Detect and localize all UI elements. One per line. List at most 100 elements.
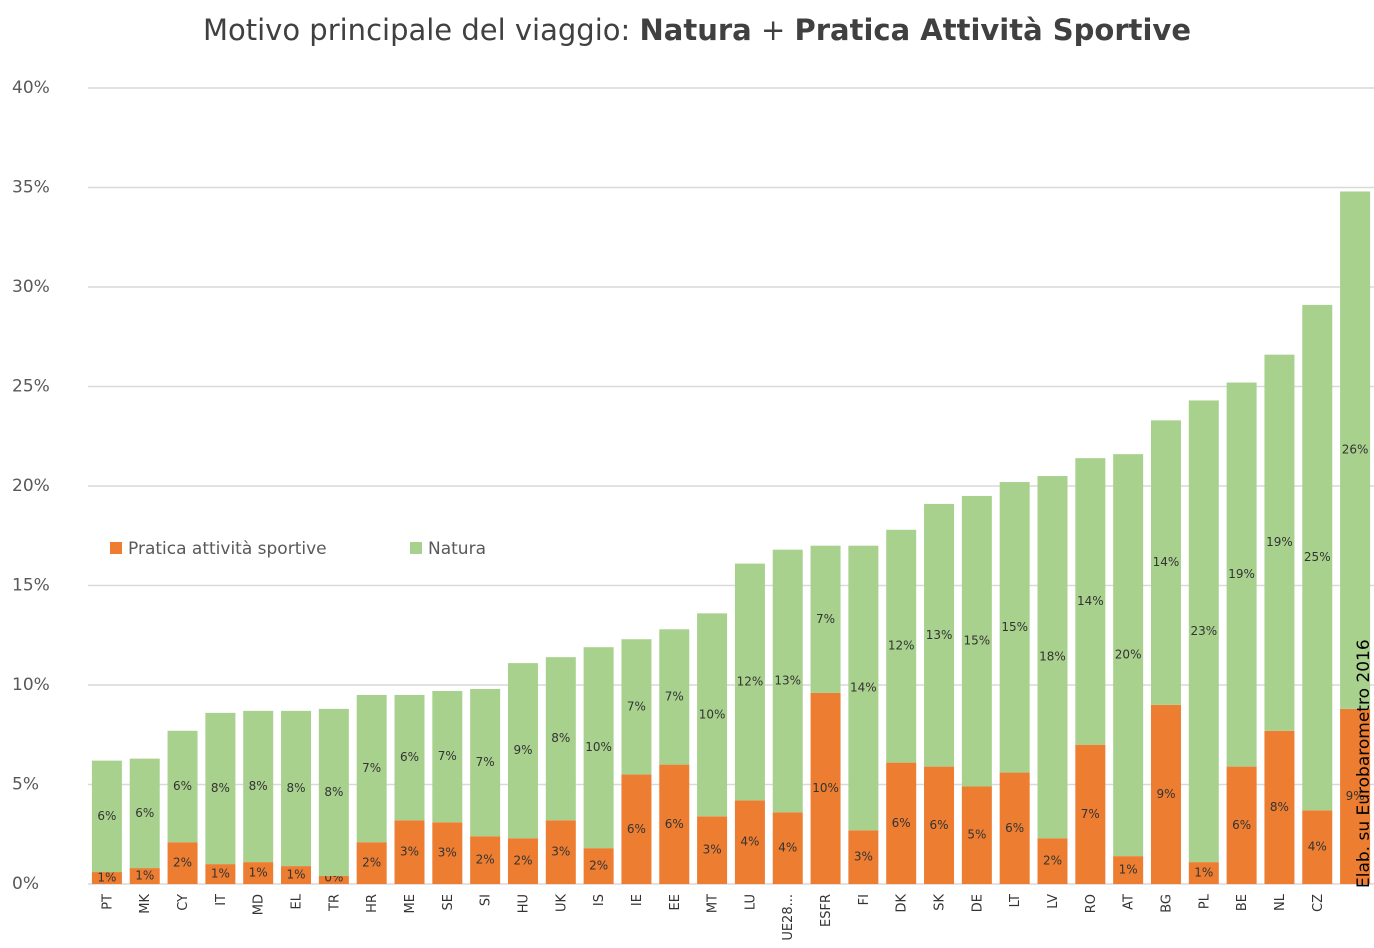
bar-segment bbox=[470, 836, 501, 884]
value-label: 3% bbox=[400, 845, 419, 859]
bar-segment bbox=[356, 694, 387, 843]
bar-segment bbox=[734, 800, 765, 884]
value-label: 6% bbox=[1005, 821, 1024, 835]
bar-segment bbox=[1340, 191, 1371, 709]
bar-segment bbox=[659, 764, 690, 884]
x-tick-label: AT bbox=[1122, 894, 1137, 910]
bar-segment bbox=[507, 838, 538, 884]
bar-segment bbox=[281, 866, 312, 884]
value-label: 8% bbox=[249, 779, 268, 793]
y-tick-label: 30% bbox=[12, 277, 50, 297]
value-label: 3% bbox=[438, 846, 457, 860]
value-label: 6% bbox=[665, 817, 684, 831]
bar-segment bbox=[697, 613, 728, 817]
bar-segment bbox=[886, 529, 917, 763]
bar-segment bbox=[961, 786, 992, 884]
bar-segment bbox=[772, 549, 803, 813]
x-tick-label: ESFR bbox=[819, 894, 834, 927]
legend-swatch bbox=[410, 542, 422, 554]
value-label: 7% bbox=[816, 612, 835, 626]
x-tick-label: BG bbox=[1159, 894, 1174, 913]
bar-segment bbox=[772, 812, 803, 884]
x-tick-label: HU bbox=[516, 894, 531, 913]
y-tick-label: 40% bbox=[12, 78, 50, 98]
bar-segment bbox=[1340, 708, 1371, 884]
value-label: 7% bbox=[476, 755, 495, 769]
value-label: 2% bbox=[1043, 854, 1062, 868]
value-label: 26% bbox=[1342, 443, 1369, 457]
value-label: 6% bbox=[1232, 818, 1251, 832]
value-label: 6% bbox=[930, 818, 949, 832]
value-label: 15% bbox=[1001, 620, 1028, 634]
bar-segment bbox=[167, 730, 198, 843]
bar-segment bbox=[356, 842, 387, 884]
bar-segment bbox=[1075, 744, 1106, 884]
bar-segment bbox=[91, 760, 122, 873]
y-tick-label: 35% bbox=[12, 178, 50, 198]
x-tick-label: LT bbox=[1008, 894, 1023, 907]
value-label: 6% bbox=[892, 816, 911, 830]
value-label: 9% bbox=[1156, 787, 1175, 801]
value-label: 9% bbox=[1346, 789, 1365, 803]
bar-segment bbox=[886, 762, 917, 884]
bar-segment bbox=[1188, 400, 1219, 863]
bar-segment bbox=[129, 868, 160, 884]
value-label: 10% bbox=[699, 707, 726, 721]
bar-segment bbox=[507, 663, 538, 839]
title-part: + bbox=[761, 13, 785, 47]
x-tick-label: SK bbox=[933, 894, 948, 911]
bar-segment bbox=[583, 848, 614, 884]
bar-segment bbox=[1188, 862, 1219, 884]
source-note: Elab. su Eurobarometro 2016 bbox=[1354, 639, 1374, 888]
title-part: Pratica Attività Sportive bbox=[794, 13, 1191, 47]
bar-segment bbox=[318, 876, 349, 884]
bar-segment bbox=[583, 647, 614, 849]
value-label: 1% bbox=[1194, 866, 1213, 880]
value-label: 8% bbox=[551, 731, 570, 745]
value-label: 19% bbox=[1266, 535, 1293, 549]
y-tick-label: 25% bbox=[12, 377, 50, 397]
legend-swatch bbox=[110, 542, 122, 554]
x-tick-label: ME bbox=[403, 894, 418, 913]
bar-segment bbox=[545, 820, 576, 884]
x-tick-label: UE28... bbox=[781, 894, 796, 941]
bar-segment bbox=[1264, 354, 1295, 731]
bar-segment bbox=[1302, 304, 1333, 811]
bar-segment bbox=[1264, 730, 1295, 884]
y-tick-label: 15% bbox=[12, 576, 50, 596]
title-part: Natura bbox=[640, 13, 752, 47]
value-label: 8% bbox=[287, 781, 306, 795]
value-label: 15% bbox=[964, 634, 991, 648]
legend-label: Natura bbox=[428, 539, 486, 559]
x-tick-label: SE bbox=[441, 894, 456, 910]
bar-segment bbox=[394, 820, 425, 884]
x-tick-label: CY bbox=[176, 894, 191, 911]
value-label: 10% bbox=[585, 740, 612, 754]
bar-segment bbox=[205, 864, 236, 884]
bar-segment bbox=[810, 692, 841, 884]
value-label: 6% bbox=[135, 806, 154, 820]
value-label: 1% bbox=[287, 868, 306, 882]
value-label: 10% bbox=[812, 781, 839, 795]
bar-segment bbox=[924, 766, 955, 884]
x-tick-label: CZ bbox=[1311, 894, 1326, 912]
value-label: 6% bbox=[627, 822, 646, 836]
bar-segment bbox=[432, 822, 463, 884]
bar-segment bbox=[924, 503, 955, 767]
value-label: 4% bbox=[740, 835, 759, 849]
x-tick-label: DK bbox=[895, 894, 910, 913]
bar-segment bbox=[1302, 810, 1333, 884]
x-tick-label: SI bbox=[479, 894, 494, 906]
value-label: 2% bbox=[476, 853, 495, 867]
value-label: 6% bbox=[400, 750, 419, 764]
value-label: 3% bbox=[703, 843, 722, 857]
value-label: 25% bbox=[1304, 550, 1331, 564]
value-label: 1% bbox=[1119, 863, 1138, 877]
bar-segment bbox=[243, 710, 274, 863]
value-label: 9% bbox=[513, 743, 532, 757]
value-label: 8% bbox=[1270, 800, 1289, 814]
bar-segment bbox=[1113, 454, 1144, 857]
value-label: 14% bbox=[850, 680, 877, 694]
value-label: 13% bbox=[774, 674, 801, 688]
